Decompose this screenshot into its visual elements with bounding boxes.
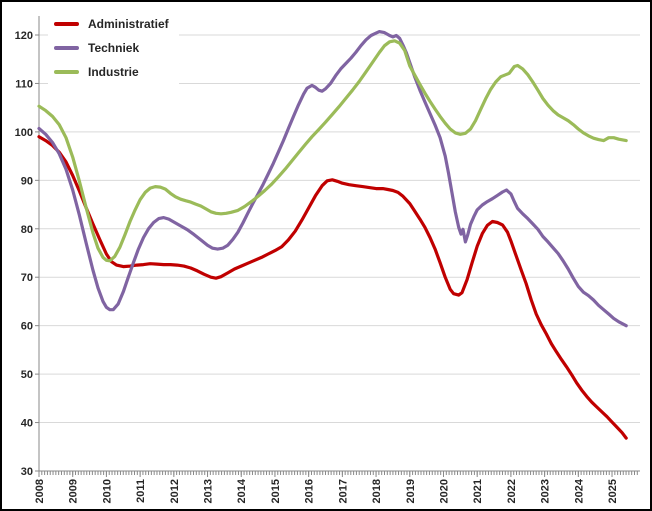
series-lines [37, 30, 628, 440]
svg-text:2010: 2010 [101, 479, 113, 503]
legend-line-swatch-administratief [54, 22, 79, 26]
svg-text:50: 50 [21, 369, 33, 381]
svg-text:2008: 2008 [34, 479, 46, 503]
svg-text:2009: 2009 [68, 479, 80, 503]
legend-label-administratief: Administratief [88, 17, 169, 31]
svg-text:2020: 2020 [438, 479, 450, 503]
legend-item-techniek: Techniek [54, 36, 169, 60]
svg-text:120: 120 [15, 30, 33, 42]
x-axis [38, 470, 640, 477]
svg-text:2014: 2014 [236, 478, 248, 503]
svg-text:110: 110 [15, 78, 33, 90]
legend-label-industrie: Industrie [88, 65, 139, 79]
svg-text:2012: 2012 [169, 479, 181, 503]
svg-text:2017: 2017 [337, 479, 349, 503]
svg-text:2025: 2025 [607, 479, 619, 503]
legend-line-swatch-industrie [54, 70, 79, 74]
svg-text:2023: 2023 [540, 479, 552, 503]
svg-text:2016: 2016 [304, 479, 316, 503]
svg-text:2021: 2021 [472, 479, 484, 503]
svg-text:2024: 2024 [573, 478, 585, 503]
legend-label-techniek: Techniek [88, 41, 140, 55]
svg-text:60: 60 [21, 321, 33, 333]
chart-legend: Administratief Techniek Industrie [48, 10, 179, 86]
svg-text:2018: 2018 [371, 479, 383, 503]
svg-text:30: 30 [21, 466, 33, 478]
svg-text:90: 90 [21, 175, 33, 187]
legend-item-industrie: Industrie [54, 60, 169, 84]
series-line-industrie [37, 39, 628, 263]
svg-text:2013: 2013 [203, 479, 215, 503]
svg-text:2022: 2022 [506, 479, 518, 503]
series-line-administratief [37, 135, 628, 440]
gridlines [39, 34, 640, 424]
svg-text:2011: 2011 [135, 479, 147, 503]
svg-text:100: 100 [15, 127, 33, 139]
x-tick-labels: 2008 2009 2010 2011 2012 2013 2014 2015 2016 2017… [34, 478, 619, 503]
legend-line-swatch-techniek [54, 46, 79, 50]
svg-text:2015: 2015 [270, 479, 282, 503]
svg-text:80: 80 [21, 224, 33, 236]
svg-text:40: 40 [21, 418, 33, 430]
y-axis [35, 16, 40, 472]
series-line-techniek [37, 30, 628, 328]
y-tick-labels: 30 40 50 60 70 80 90 100 110 120 [15, 30, 33, 478]
legend-item-administratief: Administratief [54, 12, 169, 36]
svg-text:70: 70 [21, 272, 33, 284]
svg-text:2019: 2019 [405, 479, 417, 503]
